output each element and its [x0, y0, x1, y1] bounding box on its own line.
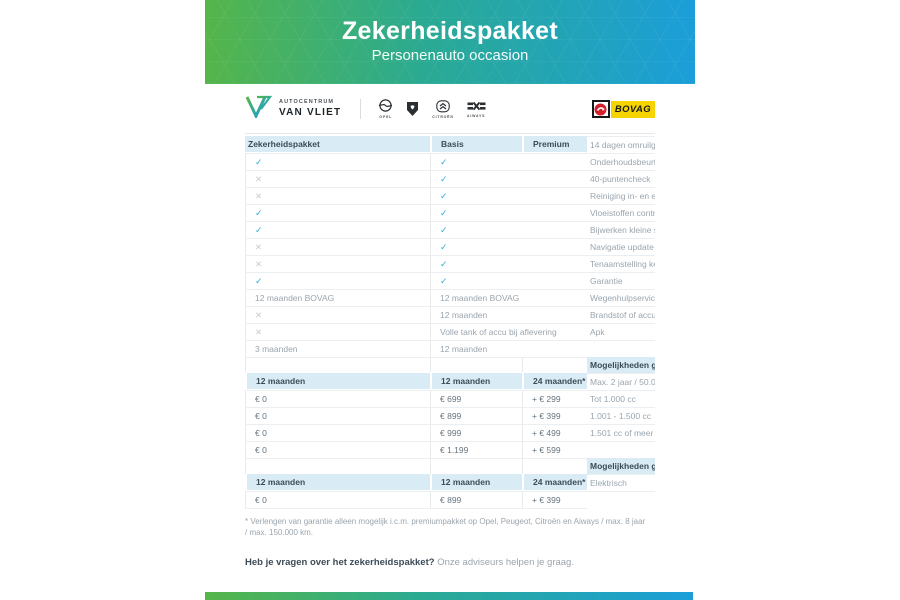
- aiways-icon: [467, 101, 486, 110]
- footer-question: Heb je vragen over het zekerheidspakket?…: [245, 557, 574, 568]
- basis-mark: ✕: [245, 187, 430, 204]
- opel-icon: [379, 99, 393, 112]
- premium-mark: ✓: [430, 238, 587, 255]
- citroen-icon: [436, 99, 450, 112]
- table3-header-col3: 24 maanden*: [522, 474, 587, 490]
- table1-header-label: Zekerheidspakket: [245, 136, 430, 152]
- van-vliet-v-icon: [245, 95, 273, 123]
- basis-mark: ✕: [245, 170, 430, 187]
- peugeot-logo: [406, 101, 419, 117]
- table3-header-label: Mogelijkheden garantie - elektrische aut…: [587, 458, 655, 474]
- brand-logos: OPEL CITROËN: [378, 99, 486, 119]
- footnote: * Verlengen van garantie alleen mogelijk…: [245, 517, 646, 537]
- page-subtitle: Personenauto occasion: [371, 47, 529, 64]
- aiways-logo: AIWAYS: [467, 101, 486, 118]
- logo-row: AUTOCENTRUM VAN VLIET OPEL: [245, 92, 655, 126]
- footer-question-normal: Onze adviseurs helpen je graag.: [434, 557, 574, 568]
- table2-header-col1: 12 maanden: [245, 373, 430, 389]
- banner: Zekerheidspakket Personenauto occasion: [205, 0, 695, 84]
- bovag-logo: BOVAG: [591, 100, 655, 118]
- dealer-name-top: AUTOCENTRUM: [279, 99, 335, 106]
- table1-header-basis: Basis: [430, 136, 522, 152]
- dealer-name-bottom: VAN VLIET: [279, 106, 342, 118]
- bottom-gradient-bar: [205, 592, 693, 600]
- premium-mark: ✓: [430, 187, 587, 204]
- logo-divider: [360, 99, 362, 119]
- table3-header-col2: 12 maanden: [430, 474, 522, 490]
- basis-mark: 3 maanden: [245, 340, 430, 357]
- premium-mark: ✓: [430, 221, 587, 238]
- basis-mark: ✓: [245, 221, 430, 238]
- basis-mark: ✓: [245, 153, 430, 170]
- premium-mark: ✓: [430, 255, 587, 272]
- premium-mark: ✓: [430, 153, 587, 170]
- basis-mark: 12 maanden BOVAG: [245, 289, 430, 306]
- basis-mark: ✓: [245, 204, 430, 221]
- premium-mark: 12 maanden BOVAG: [430, 289, 587, 306]
- premium-mark: ✓: [430, 204, 587, 221]
- table2-header-label: Mogelijkheden garantie - brandstof auto: [587, 357, 655, 373]
- basis-mark: ✕: [245, 306, 430, 323]
- table-grid: Zekerheidspakket Basis Premium 14 dagen …: [245, 136, 655, 509]
- premium-mark: 12 maanden: [430, 340, 587, 357]
- premium-mark: ✓: [430, 272, 587, 289]
- bovag-icon: [591, 100, 610, 118]
- premium-mark: Volle tank of accu bij aflevering: [430, 323, 587, 340]
- table2-header-col3: 24 maanden*: [522, 373, 587, 389]
- comparison-table: Zekerheidspakket Basis Premium 14 dagen …: [245, 133, 655, 509]
- table3-header-col1: 12 maanden: [245, 474, 430, 490]
- basis-mark: ✕: [245, 255, 430, 272]
- premium-mark: ✓: [430, 170, 587, 187]
- premium-mark: 12 maanden: [430, 306, 587, 323]
- table2-header-col2: 12 maanden: [430, 373, 522, 389]
- footer-question-bold: Heb je vragen over het zekerheidspakket?: [245, 557, 435, 568]
- dealer-logo: AUTOCENTRUM VAN VLIET OPEL: [245, 95, 486, 123]
- citroen-logo: CITROËN: [432, 99, 453, 119]
- basis-mark: ✓: [245, 272, 430, 289]
- basis-mark: ✕: [245, 238, 430, 255]
- bovag-wordmark: BOVAG: [610, 100, 655, 118]
- page-title: Zekerheidspakket: [341, 17, 559, 45]
- peugeot-icon: [407, 102, 419, 116]
- opel-logo: OPEL: [378, 99, 393, 119]
- basis-mark: ✕: [245, 323, 430, 340]
- table1-header-premium: Premium: [522, 136, 587, 152]
